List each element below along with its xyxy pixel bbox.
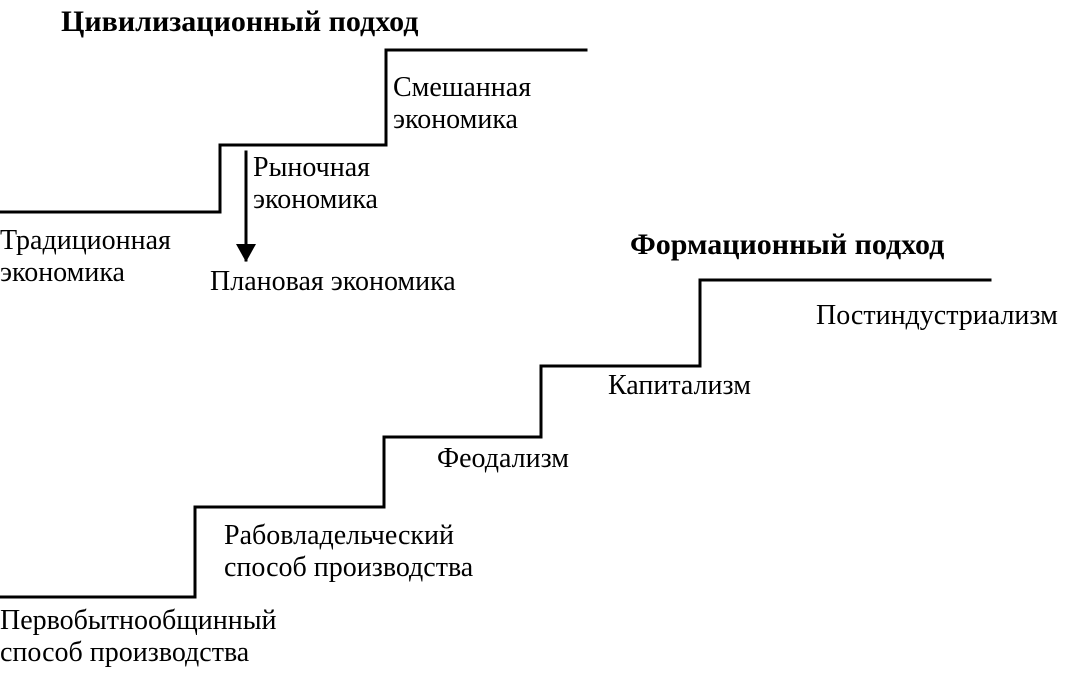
label-traditional-economy: Традиционная экономика [0,225,171,289]
label-primitive-communal: Первобытнообщинный способ производства [0,605,277,669]
label-capitalism: Капитализм [608,370,751,402]
formational-title: Формационный подход [630,228,944,263]
label-feudalism: Феодализм [437,443,569,475]
label-slave-mode: Рабовладельческий способ производства [224,520,473,584]
diagram-canvas: Цивилизационный подход Формационный подх… [0,0,1086,678]
lines-layer [0,0,1086,678]
label-market-economy: Рыночная экономика [253,152,378,216]
label-postindustrialism: Постиндустриализм [816,300,1058,332]
label-planned-economy: Плановая экономика [210,266,456,298]
civilizational-title: Цивилизационный подход [61,5,418,40]
label-mixed-economy: Смешанная экономика [393,72,531,136]
